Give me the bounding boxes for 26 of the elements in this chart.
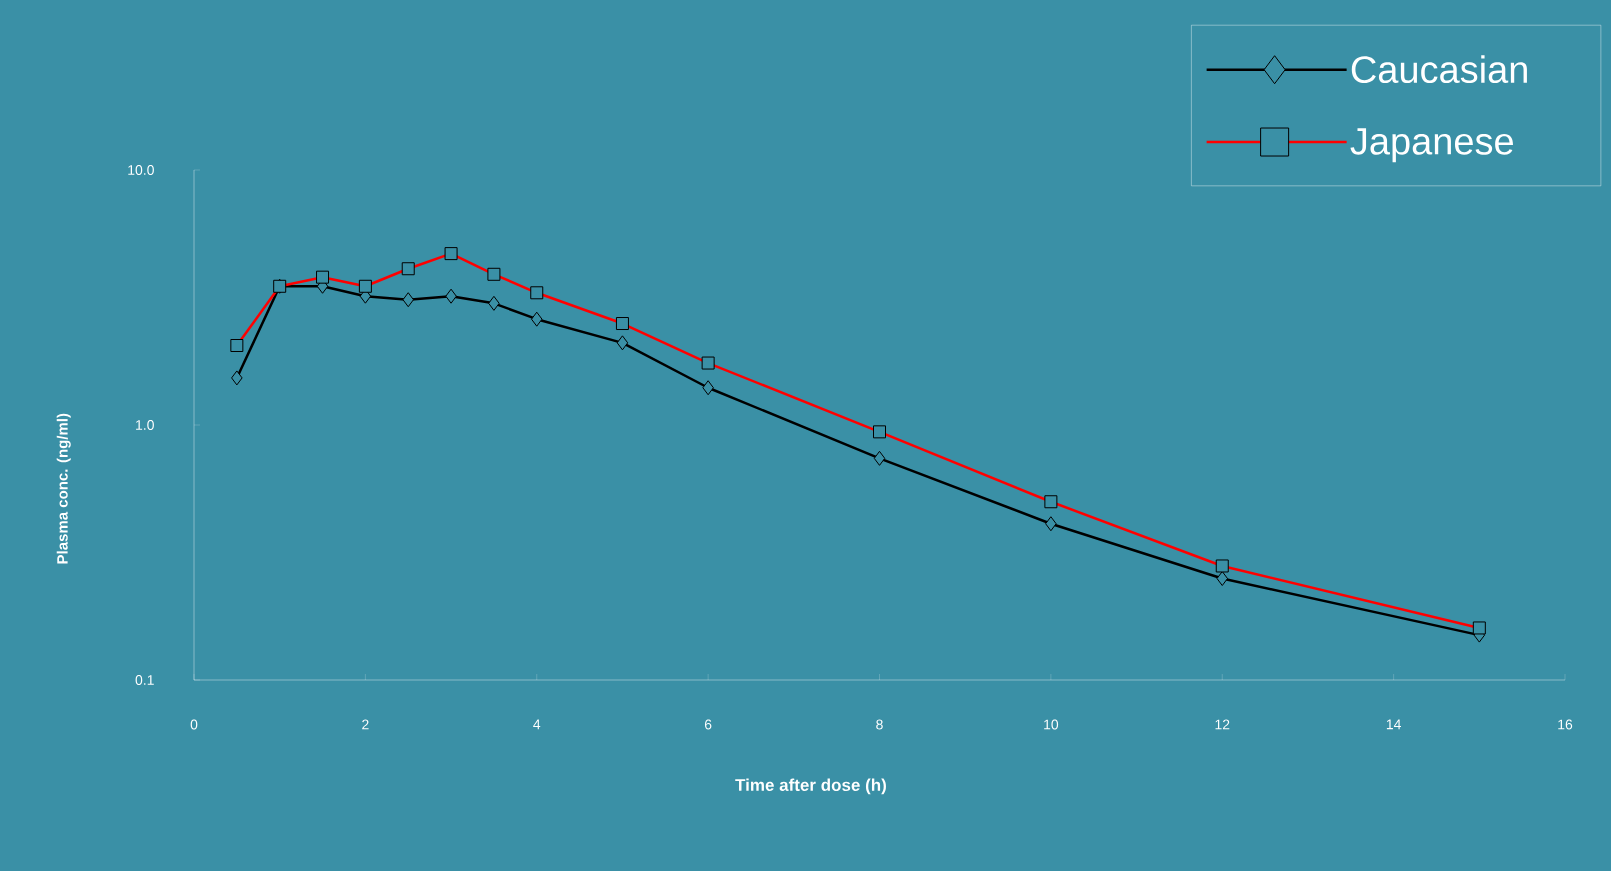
x-tick-label: 0	[190, 719, 198, 730]
x-tick-label: 12	[1215, 719, 1230, 730]
point	[488, 295, 500, 311]
point	[445, 288, 457, 304]
point	[531, 311, 543, 327]
y-tick-label: 10.0	[128, 165, 154, 175]
x-tick-label: 4	[533, 719, 541, 730]
x-tick-label: 8	[876, 719, 883, 730]
point	[231, 370, 243, 386]
y-tick-label: 1.0	[136, 420, 154, 430]
point	[873, 450, 886, 466]
y-tick-label: 0.1	[135, 675, 154, 685]
x-tick-label: 16	[1558, 719, 1573, 730]
x-axis-title: Time after dose (h)	[735, 778, 886, 795]
y-axis-title: Plasma conc. (ng/ml)	[56, 413, 71, 564]
legend-label: Japanese	[1350, 128, 1513, 163]
legend-label: Caucasian	[1351, 55, 1527, 84]
point	[1216, 571, 1228, 587]
point	[616, 335, 629, 351]
x-tick-label: 6	[704, 719, 712, 730]
x-tick-label: 14	[1386, 719, 1401, 730]
point	[1045, 516, 1057, 532]
point	[702, 380, 714, 396]
x-tick-label: 2	[362, 719, 369, 730]
x-tick-label: 10	[1044, 719, 1059, 730]
point	[402, 292, 414, 308]
